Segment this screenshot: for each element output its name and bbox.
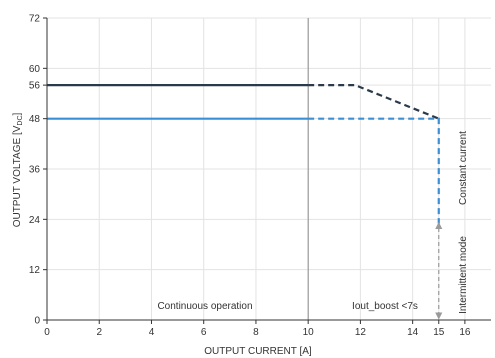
x-tick-label-6: 12 <box>355 327 367 338</box>
y-axis-label-suffix: ] <box>12 112 23 115</box>
x-axis-label: OUTPUT CURRENT [A] <box>204 346 312 357</box>
y-tick-label-7: 72 <box>29 14 41 25</box>
y-axis-label-subscript: DC <box>17 115 24 125</box>
series-layer <box>47 18 443 320</box>
labels: OUTPUT CURRENT [A] OUTPUT VOLTAGE [VDC] … <box>12 112 469 357</box>
x-tick-label-8: 15 <box>433 327 445 338</box>
y-tick-label-6: 60 <box>29 64 41 75</box>
x-tick-label-5: 10 <box>303 327 315 338</box>
y-tick-label-3: 36 <box>29 165 41 176</box>
y-axis-label: OUTPUT VOLTAGE [VDC] <box>12 112 24 227</box>
x-tick-label-1: 2 <box>96 327 102 338</box>
x-tick-label-9: 16 <box>459 327 471 338</box>
x-tick-label-2: 4 <box>149 327 155 338</box>
y-tick-label-4: 48 <box>29 114 41 125</box>
y-tick-label-1: 12 <box>29 265 41 276</box>
annotation-intermittent-mode: Intermittent mode <box>458 236 469 314</box>
x-tick-label-4: 8 <box>253 327 259 338</box>
annotation-continuous-operation: Continuous operation <box>157 301 252 312</box>
annotation-boost: Iout_boost <7s <box>352 301 418 312</box>
series-0-dashed-line <box>308 84 440 120</box>
y-axis-label-prefix: OUTPUT VOLTAGE [V <box>12 125 23 227</box>
annotation-constant-current: Constant current <box>458 131 469 205</box>
x-tick-label-3: 6 <box>201 327 207 338</box>
series-1-dashed-line <box>308 117 440 224</box>
y-tick-label-0: 0 <box>34 316 40 327</box>
y-tick-label-5: 56 <box>29 81 41 92</box>
grid <box>47 17 491 320</box>
x-tick-label-0: 0 <box>44 327 50 338</box>
x-tick-label-7: 14 <box>407 327 419 338</box>
y-tick-label-2: 24 <box>29 215 41 226</box>
